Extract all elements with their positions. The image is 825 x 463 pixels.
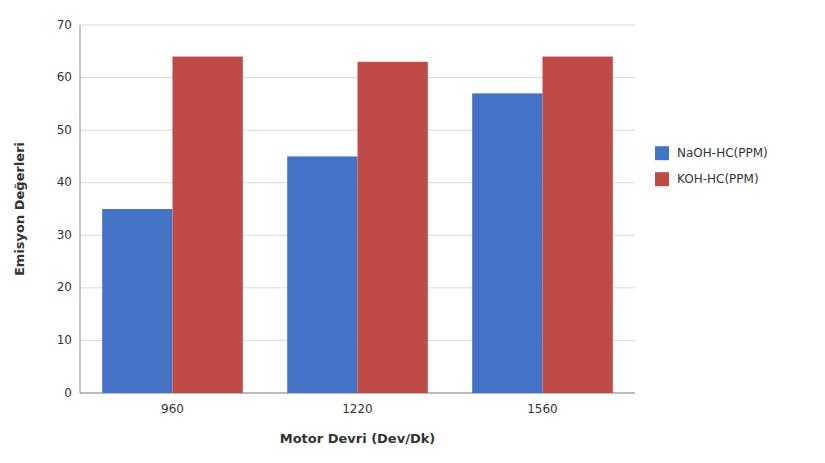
x-tick-label: 1560: [527, 402, 558, 416]
legend-swatch: [655, 172, 669, 186]
legend-label: KOH-HC(PPM): [677, 172, 759, 186]
y-axis-line: [80, 25, 81, 393]
bar: [358, 62, 428, 393]
bar: [543, 57, 613, 393]
bar: [472, 93, 542, 393]
y-tick-label: 20: [57, 280, 72, 294]
y-tick-label: 50: [57, 123, 72, 137]
grid-line: [80, 25, 635, 26]
x-axis-title: Motor Devri (Dev/Dk): [280, 431, 436, 446]
x-tick-label: 1220: [342, 402, 373, 416]
axes: 0 10 20 30 40 50 60 70 960 1220 1560: [57, 18, 635, 417]
chart-container: 0 10 20 30 40 50 60 70 960 1220 1560 Motor Devri (D…: [0, 0, 825, 463]
y-tick-label: 40: [57, 175, 72, 189]
bars: [102, 57, 613, 393]
bar: [287, 156, 357, 393]
legend: NaOH-HC(PPM) KOH-HC(PPM): [655, 146, 768, 187]
bar: [102, 209, 172, 393]
y-axis-title: Emisyon Değerleri: [12, 142, 27, 276]
grid: [80, 25, 635, 393]
y-tick-label: 30: [57, 228, 72, 242]
legend-swatch: [655, 146, 669, 160]
x-tick-label: 960: [161, 402, 184, 416]
y-tick-label: 70: [57, 18, 72, 32]
bar: [173, 57, 243, 393]
legend-label: NaOH-HC(PPM): [677, 146, 768, 160]
page: {"chart_data": {"type": "bar", "xlabel":…: [0, 0, 825, 463]
y-tick-label: 10: [57, 333, 72, 347]
y-tick-label: 0: [64, 386, 72, 400]
chart-svg: 0 10 20 30 40 50 60 70 960 1220 1560 Motor Devri (D…: [0, 0, 825, 463]
y-tick-label: 60: [57, 70, 72, 84]
